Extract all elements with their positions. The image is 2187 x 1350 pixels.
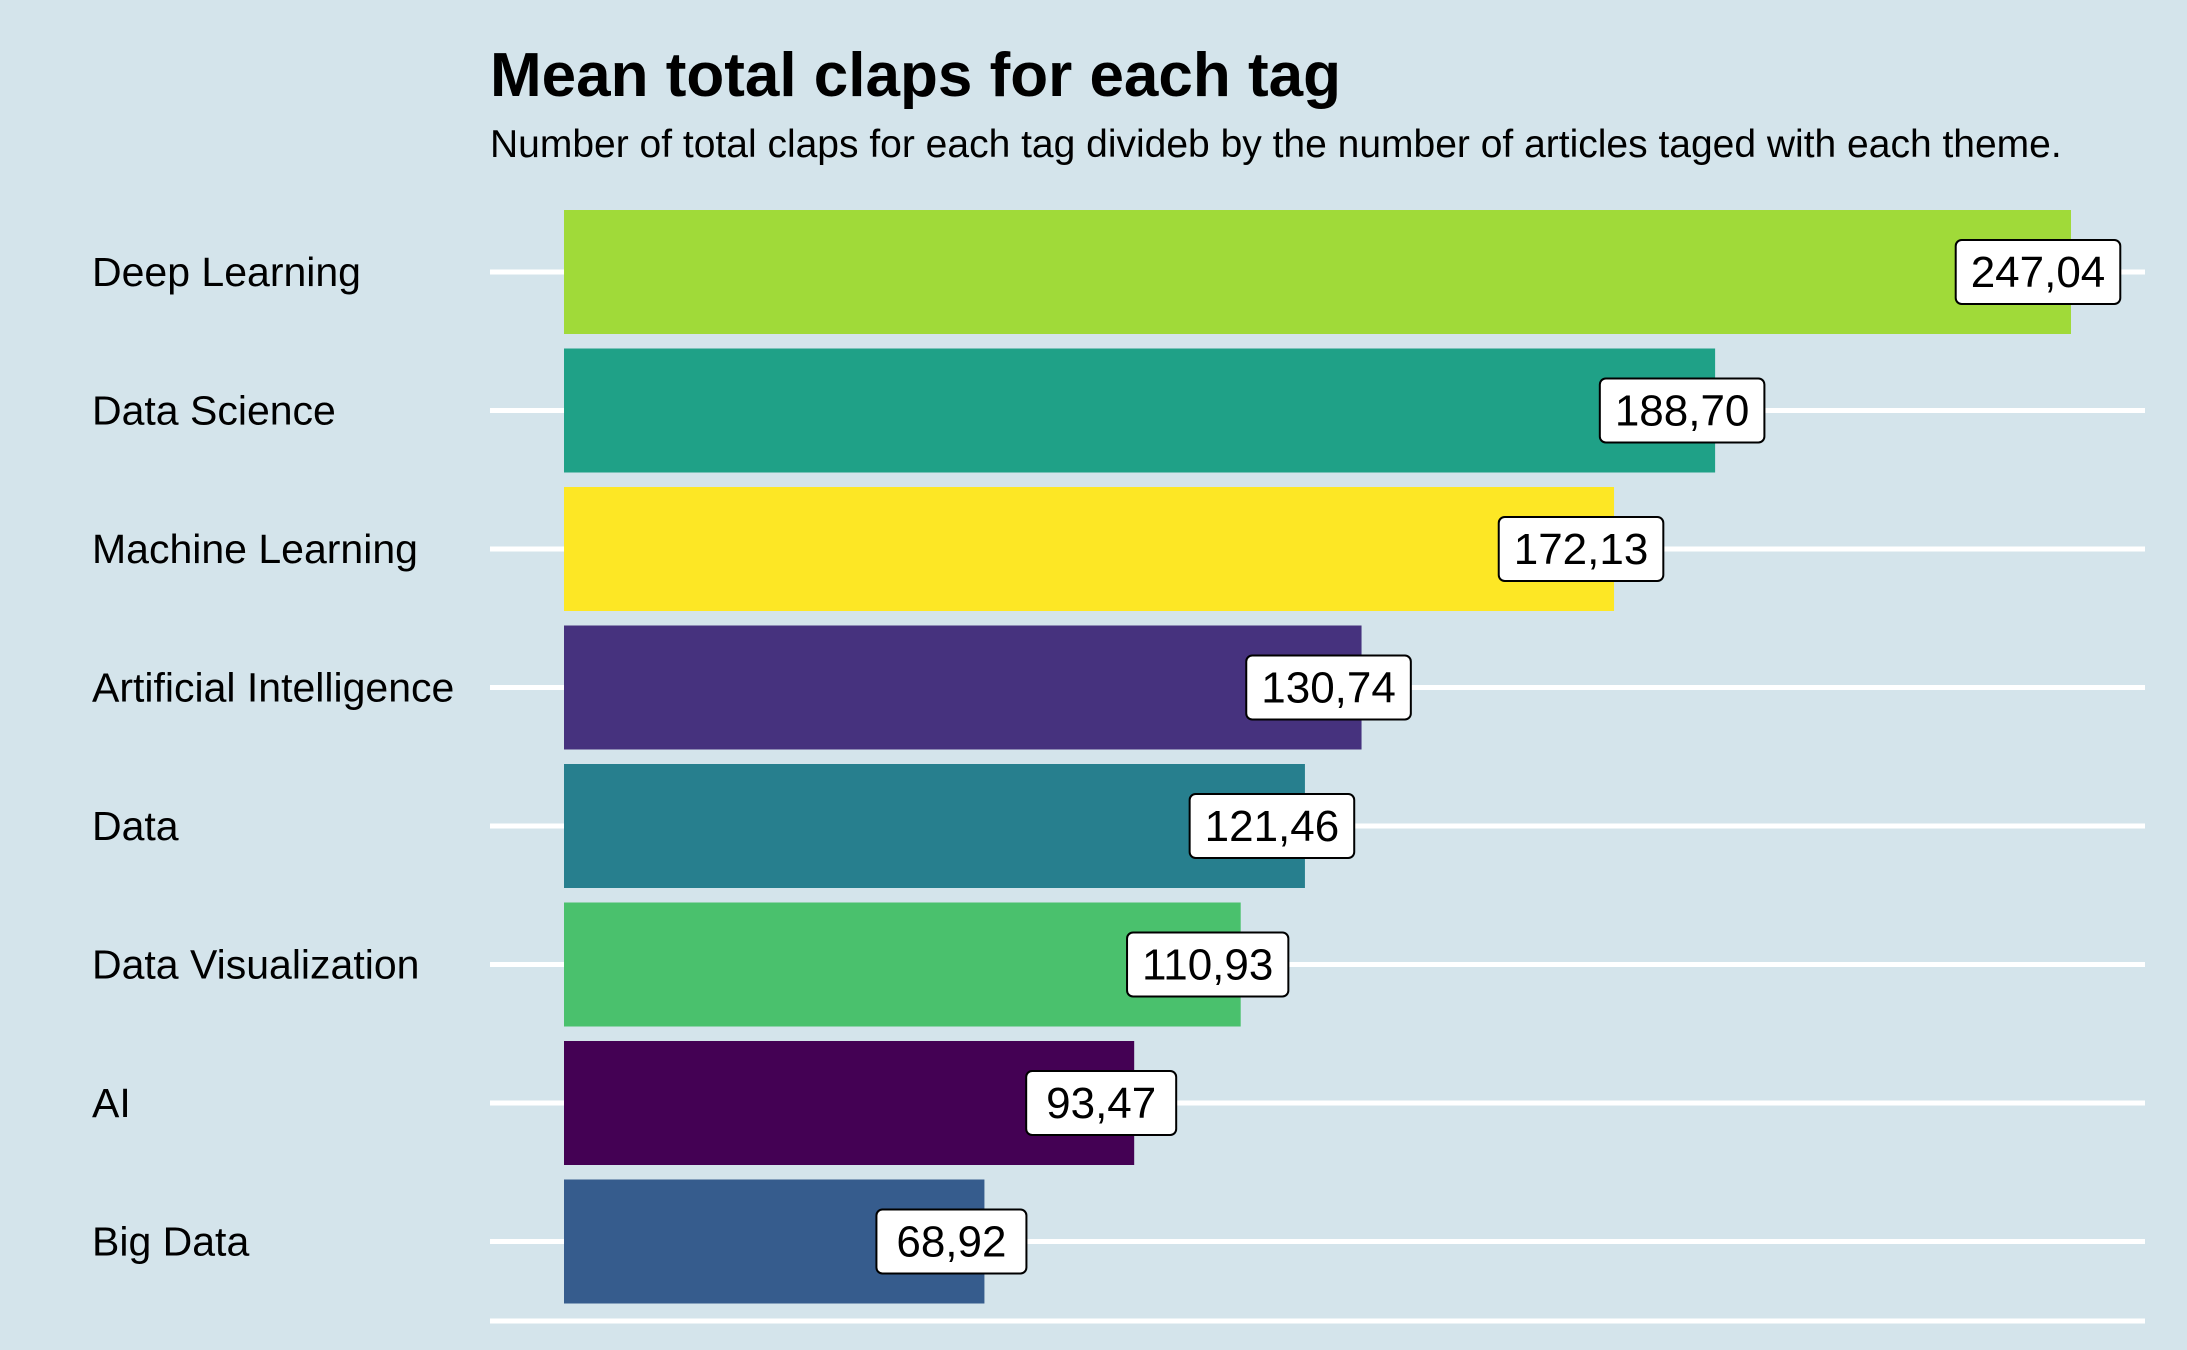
bar <box>564 487 1615 611</box>
data-label-group: 68,92 <box>875 1208 1028 1275</box>
data-label: 121,46 <box>1205 802 1340 851</box>
data-label-box <box>1245 654 1412 721</box>
data-label-box <box>1126 931 1290 998</box>
data-label-box <box>1954 239 2122 305</box>
data-label: 110,93 <box>1142 941 1273 990</box>
chart-subtitle: Number of total claps for each tag divid… <box>490 123 2062 166</box>
y-tick-labels: Deep Learning Data Science Machine Learnin… <box>92 249 454 1265</box>
data-label-box <box>1598 377 1766 444</box>
bar <box>564 764 1305 888</box>
bar <box>564 348 1716 473</box>
data-label: 68,92 <box>896 1218 1006 1267</box>
data-label-group: 172,13 <box>1497 516 1665 582</box>
y-tick-label: Deep Learning <box>92 249 361 295</box>
data-label-group: 121,46 <box>1188 793 1356 859</box>
data-label: 247,04 <box>1971 248 2106 297</box>
bar <box>564 625 1362 750</box>
data-labels: 247,04 188,70 172,13 130,74 121,46 110,93 93,4… <box>875 239 2122 1275</box>
data-label: 130,74 <box>1261 664 1396 713</box>
data-label-group: 93,47 <box>1025 1070 1178 1136</box>
y-tick-label: Big Data <box>92 1219 249 1265</box>
data-label: 188,70 <box>1615 387 1750 436</box>
chart-title: Mean total claps for each tag <box>490 41 1341 110</box>
data-label-box <box>1025 1070 1178 1136</box>
y-tick-label: AI <box>92 1080 131 1126</box>
bar <box>564 210 2071 334</box>
data-label-box <box>1497 516 1665 582</box>
data-label-box <box>1188 793 1356 859</box>
data-label-group: 110,93 <box>1126 931 1290 998</box>
data-label-group: 247,04 <box>1954 239 2122 305</box>
data-label: 93,47 <box>1046 1079 1156 1128</box>
bars-layer <box>564 210 2071 1304</box>
y-tick-label: Data Science <box>92 388 336 434</box>
data-label-group: 188,70 <box>1598 377 1766 444</box>
y-tick-label: Data Visualization <box>92 942 419 988</box>
data-label-box <box>875 1208 1028 1275</box>
y-tick-label: Artificial Intelligence <box>92 665 454 711</box>
y-tick-label: Data <box>92 803 179 849</box>
y-tick-label: Machine Learning <box>92 526 418 572</box>
data-label-group: 130,74 <box>1245 654 1412 721</box>
data-label: 172,13 <box>1514 525 1649 574</box>
